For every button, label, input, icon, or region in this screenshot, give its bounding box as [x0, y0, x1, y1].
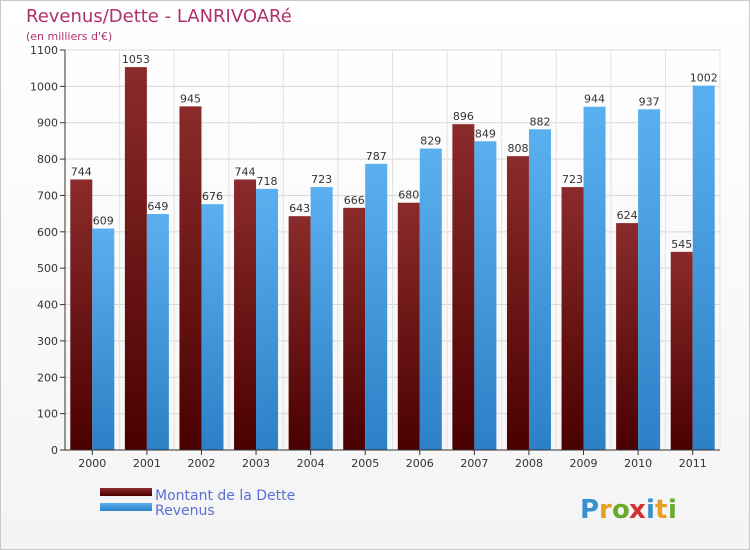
bar-revenus-2001: [146, 214, 169, 450]
logo-letter-o: o: [612, 495, 630, 525]
bar-debt-2008: [506, 156, 529, 450]
y-tick-label: 100: [37, 408, 58, 421]
label-debt-2004: 643: [289, 202, 310, 215]
label-revenus-2006: 829: [420, 135, 441, 148]
bar-debt-2005: [343, 207, 366, 450]
x-tick-label-2004: 2004: [297, 457, 325, 470]
bar-revenus-2003: [256, 188, 279, 450]
label-debt-2008: 808: [507, 142, 528, 155]
bar-debt-2011: [670, 251, 693, 450]
label-debt-2001: 1053: [122, 53, 150, 66]
logo-letter-i2: i: [668, 495, 677, 525]
axes-layer: [60, 49, 720, 455]
x-tick-label-2005: 2005: [351, 457, 379, 470]
label-revenus-2009: 944: [584, 93, 605, 106]
bar-debt-2000: [70, 179, 93, 451]
label-debt-2002: 945: [180, 92, 201, 105]
logo-letter-x: x: [629, 495, 646, 525]
x-tick-label-2002: 2002: [187, 457, 215, 470]
bar-debt-2002: [179, 106, 202, 450]
x-tick-label-2001: 2001: [133, 457, 161, 470]
label-debt-2000: 744: [71, 165, 92, 178]
chart-title: Revenus/Dette - LANRIVOARé: [26, 6, 292, 27]
x-tick-label-2011: 2011: [679, 457, 707, 470]
y-tick-label: 300: [37, 335, 58, 348]
label-debt-2009: 723: [562, 173, 583, 186]
label-revenus-2007: 849: [475, 127, 496, 140]
y-tick-label: 1000: [30, 80, 58, 93]
label-revenus-2000: 609: [93, 215, 114, 228]
bar-revenus-2005: [365, 163, 388, 450]
bar-revenus-2009: [583, 106, 606, 451]
label-revenus-2001: 649: [147, 200, 168, 213]
legend-swatch-revenus: [100, 503, 152, 511]
bar-debt-2006: [397, 202, 420, 450]
logo-letter-i1: i: [646, 495, 655, 525]
bar-revenus-2007: [474, 141, 497, 451]
label-debt-2006: 680: [398, 189, 419, 202]
y-tick-label: 600: [37, 226, 58, 239]
y-tick-label: 700: [37, 189, 58, 202]
y-tick-label: 1100: [30, 44, 58, 57]
bar-debt-2004: [288, 216, 311, 450]
logo-letter-p: P: [580, 495, 599, 525]
y-tick-label: 0: [51, 444, 58, 457]
label-revenus-2011: 1002: [690, 72, 718, 85]
x-tick-label-2006: 2006: [406, 457, 434, 470]
x-tick-label-2003: 2003: [242, 457, 270, 470]
x-tick-label-2008: 2008: [515, 457, 543, 470]
bar-revenus-2002: [201, 204, 224, 450]
label-revenus-2003: 718: [257, 175, 278, 188]
label-revenus-2005: 787: [366, 150, 387, 163]
bar-debt-2009: [561, 187, 584, 450]
label-revenus-2008: 882: [529, 115, 550, 128]
label-revenus-2002: 676: [202, 190, 223, 203]
proxiti-logo: P r o x i t i: [580, 495, 677, 525]
bar-revenus-2011: [692, 85, 715, 451]
legend-label-debt: Montant de la Dette: [155, 488, 295, 504]
label-debt-2010: 624: [617, 209, 638, 222]
bar-debt-2003: [234, 179, 257, 451]
y-tick-label: 900: [37, 117, 58, 130]
bar-revenus-2008: [528, 129, 551, 451]
bar-revenus-2006: [419, 148, 442, 450]
bar-revenus-2010: [638, 109, 661, 450]
bars-layer: [70, 67, 715, 451]
x-tick-label-2009: 2009: [570, 457, 598, 470]
y-tick-label: 500: [37, 262, 58, 275]
bar-revenus-2000: [92, 228, 115, 450]
label-revenus-2010: 937: [639, 95, 660, 108]
y-tick-label: 400: [37, 299, 58, 312]
logo-letter-r: r: [599, 495, 612, 525]
legend-swatch-debt: [100, 488, 152, 496]
label-debt-2005: 666: [344, 194, 365, 207]
bar-debt-2010: [616, 223, 639, 450]
x-tick-label-2010: 2010: [624, 457, 652, 470]
legend-label-revenus: Revenus: [155, 503, 215, 519]
y-tick-label: 800: [37, 153, 58, 166]
bar-revenus-2004: [310, 187, 333, 450]
labels-layer: 0 100 200 300 400 500 600 700 800 900 1000 1100 744 6…: [30, 44, 718, 470]
logo-letter-t: t: [655, 495, 667, 525]
y-tick-label: 200: [37, 371, 58, 384]
x-tick-label-2007: 2007: [460, 457, 488, 470]
label-debt-2003: 744: [235, 165, 256, 178]
label-debt-2011: 545: [671, 238, 692, 251]
label-revenus-2004: 723: [311, 173, 332, 186]
bar-debt-2007: [452, 124, 475, 450]
chart-subtitle: (en milliers d'€): [26, 30, 112, 43]
x-tick-label-2000: 2000: [78, 457, 106, 470]
label-debt-2007: 896: [453, 110, 474, 123]
bar-debt-2001: [124, 67, 147, 450]
